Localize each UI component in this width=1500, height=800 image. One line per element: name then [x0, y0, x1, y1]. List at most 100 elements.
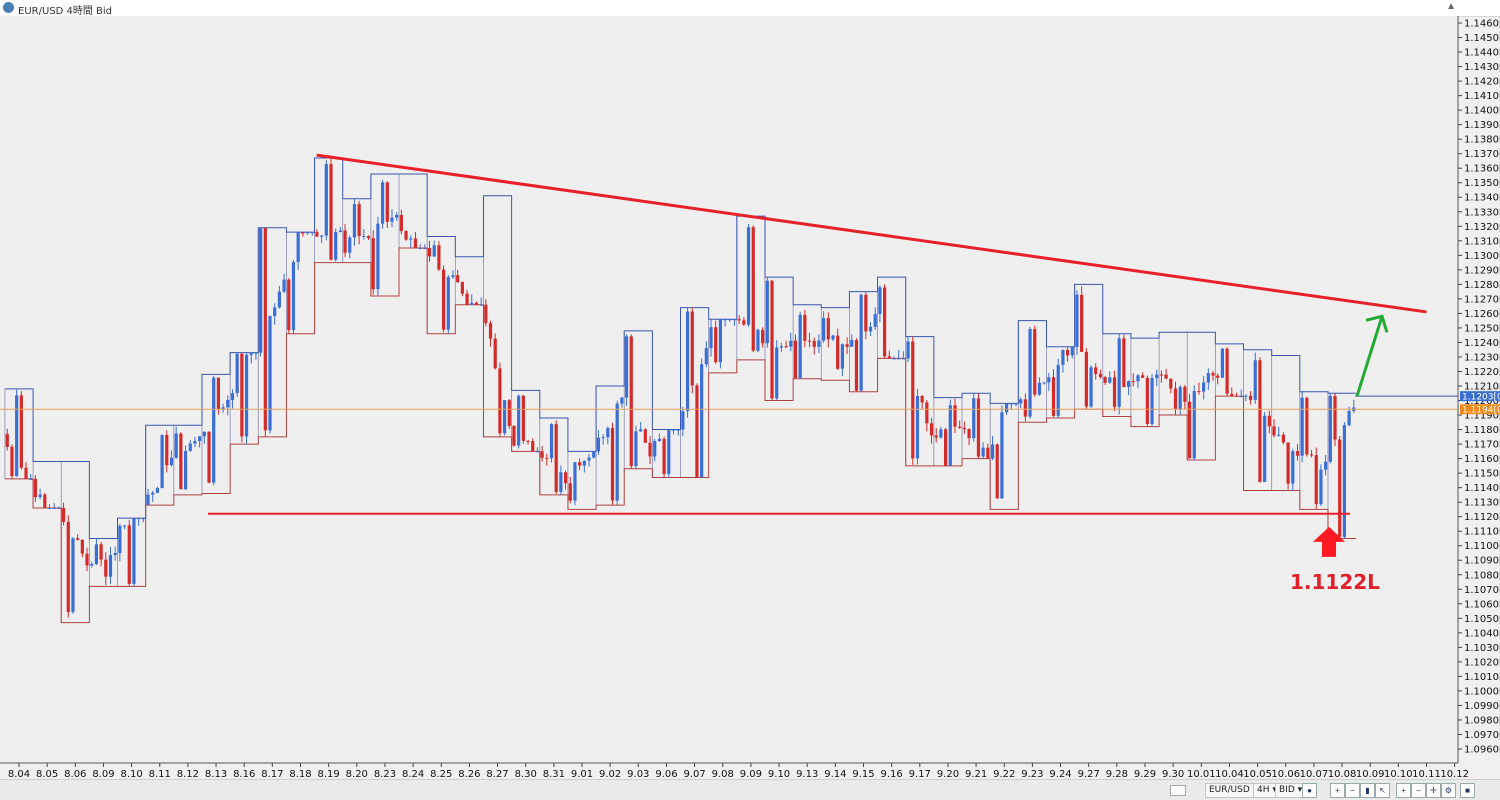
bear-candle-body [437, 245, 441, 270]
bull-candle-body [155, 488, 160, 493]
projection-arrow-shaft [1355, 315, 1384, 397]
bear-candle-body [1211, 373, 1215, 376]
horizontal-scroll-thumb[interactable] [1170, 785, 1186, 796]
bull-candle-body [381, 182, 385, 224]
bear-candle-body [540, 451, 544, 458]
bear-candle-body [1080, 294, 1084, 352]
bull-candle-body [244, 354, 249, 437]
bull-candle-body [193, 441, 197, 444]
price-tick-label: 1.1430[0 [1464, 62, 1500, 73]
daily-low-envelope [4, 247, 1357, 624]
price-tick-label: 1.0970[0 [1464, 730, 1500, 741]
bear-candle-body [33, 478, 38, 498]
time-tick-label: 9.21 [965, 769, 987, 779]
bull-candle-body [681, 411, 685, 430]
bull-candle-body [667, 429, 671, 475]
bull-candle-body [230, 393, 235, 400]
bear-candle-body [1314, 455, 1318, 505]
bear-candle-body [441, 269, 446, 330]
chart-remove-icon[interactable]: − [1345, 783, 1360, 798]
price-tick-label: 1.1280[0 [1464, 280, 1500, 291]
time-tick-label: 9.30 [1162, 769, 1184, 779]
bull-candle-body [409, 238, 413, 240]
price-tick-label: 1.1250[0 [1464, 323, 1500, 334]
time-tick-label: 9.07 [683, 769, 705, 779]
bull-candle-body [671, 429, 676, 431]
bull-candle-body [915, 395, 920, 459]
bull-candle-body [305, 232, 310, 234]
candlesticks [5, 158, 1356, 618]
bull-candle-body [789, 340, 793, 347]
price-tick-label: 1.1140[0 [1464, 483, 1500, 494]
bear-candle-body [770, 280, 774, 399]
time-axis: 8.04 8.05 8.06 8.09 8.10 8.11 8.12 8.13 8.16 8.17… [8, 763, 1469, 779]
window-title: EUR/USD 4時間 Bid [18, 6, 113, 17]
bear-candle-body [357, 204, 361, 237]
price-tick-label: 1.0980[0 [1464, 715, 1500, 726]
current-price-label-lower: 1.1194[0 [1462, 406, 1500, 416]
scroll-up-icon[interactable]: ▲ [1446, 1, 1456, 12]
resistance-trendline[interactable] [316, 153, 1427, 314]
bear-candle-body [563, 472, 568, 484]
bear-candle-body [911, 341, 915, 459]
bull-candle-body [1328, 395, 1332, 462]
bull-candle-body [268, 315, 272, 431]
bear-candle-body [521, 395, 525, 441]
cursor-icon[interactable]: ↖ [1375, 783, 1390, 798]
bull-candle-body [972, 398, 976, 439]
bull-candle-body [113, 552, 117, 556]
chart-add-icon[interactable]: + [1330, 783, 1345, 798]
bull-candle-body [122, 525, 127, 527]
bear-candle-body [1065, 349, 1070, 356]
bear-candle-body [887, 356, 891, 359]
time-tick-label: 9.20 [937, 769, 959, 779]
bull-candle-body [1089, 367, 1093, 407]
bull-candle-body [1192, 391, 1196, 459]
price-tick-label: 1.1260[0 [1464, 309, 1500, 320]
crosshair-icon[interactable]: ✛ [1426, 783, 1441, 798]
bull-candle-body [1037, 382, 1042, 395]
bull-candle-body [601, 437, 605, 439]
time-tick-label: 9.09 [740, 769, 762, 779]
bull-candle-body [596, 437, 601, 452]
bull-candle-body [296, 232, 300, 263]
marker-icon[interactable]: ● [1302, 783, 1317, 798]
bull-candle-body [775, 347, 779, 399]
bear-candle-body [1281, 434, 1286, 443]
bull-candle-body [1009, 403, 1013, 405]
bull-candle-body [1277, 434, 1281, 436]
bull-candle-body [798, 314, 802, 378]
time-tick-label: 10.09 [1356, 769, 1385, 779]
time-tick-label: 8.12 [177, 769, 199, 779]
bear-candle-body [366, 236, 371, 239]
price-tick-label: 1.1350[0 [1464, 178, 1500, 189]
bar-chart-icon[interactable]: ▮ [1360, 783, 1375, 798]
zoom-in-icon[interactable]: + [1396, 783, 1411, 798]
bull-candle-body [47, 507, 52, 509]
bear-candle-body [986, 447, 990, 459]
bull-candle-body [732, 319, 737, 321]
bull-candle-body [709, 327, 713, 349]
settings-icon[interactable]: ⚙ [1441, 783, 1456, 798]
bull-candle-body [451, 275, 455, 278]
bull-candle-body [310, 232, 314, 234]
bull-candle-body [615, 403, 619, 501]
bull-candle-body [15, 395, 19, 477]
bull-candle-body [1028, 329, 1032, 417]
bull-candle-body [639, 429, 643, 432]
zoom-out-icon[interactable]: − [1411, 783, 1426, 798]
time-tick-label: 10.05 [1243, 769, 1272, 779]
lock-icon[interactable]: ■ [1460, 783, 1475, 798]
bull-candle-body [1202, 382, 1206, 392]
price-tick-label: 1.1240[0 [1464, 338, 1500, 349]
bull-candle-body [573, 462, 577, 501]
price-tick-label: 1.1120[0 [1464, 512, 1500, 523]
trendlines [0, 153, 1458, 557]
price-chart[interactable]: 1.1460[0 1.1450[0 1.1440[0 1.1430[0 1.1420[0… [0, 16, 1500, 779]
price-tick-label: 1.1150[0 [1464, 469, 1500, 480]
bear-candle-body [207, 431, 211, 483]
bull-candle-body [362, 236, 366, 238]
bull-candle-body [132, 518, 136, 584]
title-bar: EUR/USD 4時間 Bid ▲ [0, 0, 1500, 17]
time-tick-label: 9.15 [852, 769, 874, 779]
